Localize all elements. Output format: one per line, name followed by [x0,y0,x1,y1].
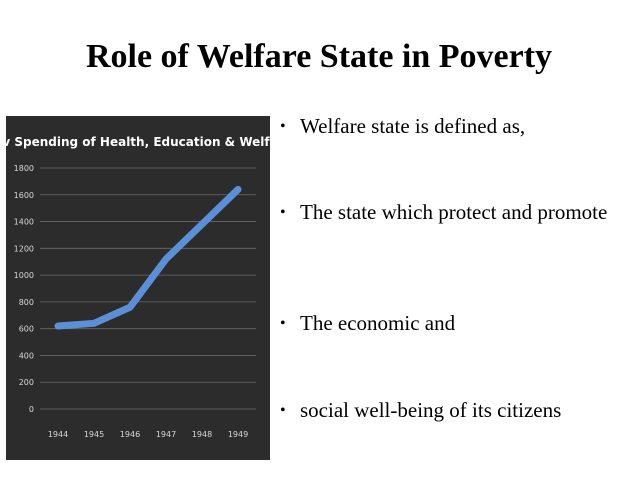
bullet-icon: • [280,402,286,419]
bullet-icon: • [280,315,286,332]
data-point [164,257,168,262]
y-tick-label: 1800 [14,164,34,173]
y-tick-label: 200 [19,378,34,387]
x-tick-label: 1944 [48,430,68,439]
x-tick-label: 1947 [156,430,176,439]
data-point [92,321,96,326]
x-tick-label: 1945 [84,430,104,439]
bullet-item: • social well-being of its citizens [276,398,600,423]
series-line [54,185,242,330]
bullet-item: • Welfare state is defined as, [276,114,525,139]
x-tick-label: 1946 [120,430,140,439]
bullet-item: • The economic and [276,311,455,336]
slide-title: Role of Welfare State in Poverty [85,38,553,75]
data-point [236,187,240,192]
data-point [128,305,132,310]
bullet-text: The state which protect and promote [300,200,608,224]
y-tick-label: 400 [19,351,34,360]
x-tick-label: 1948 [192,430,212,439]
bullet-text: social well-being of its citizens [300,398,562,422]
y-tick-label: 600 [19,325,34,334]
y-tick-label: 1600 [14,191,34,200]
y-tick-label: 1200 [14,244,34,253]
bullet-icon: • [280,204,286,221]
bullet-text: The economic and [300,311,456,335]
bullet-text: Welfare state is defined as, [300,114,526,138]
y-tick-label: 800 [19,298,34,307]
y-tick-label: 1000 [14,271,34,280]
x-tick-label: 1949 [228,430,248,439]
y-tick-label: 0 [29,405,34,414]
data-point [56,323,60,328]
chart-title: Gov Spending of Health, Education & Welf… [6,135,270,149]
spending-line-chart: Gov Spending of Health, Education & Welf… [6,116,270,460]
data-point [200,222,204,227]
bullet-icon: • [280,118,286,135]
y-tick-label: 1400 [14,218,34,227]
bullet-item: • The state which protect and promote [276,200,632,225]
